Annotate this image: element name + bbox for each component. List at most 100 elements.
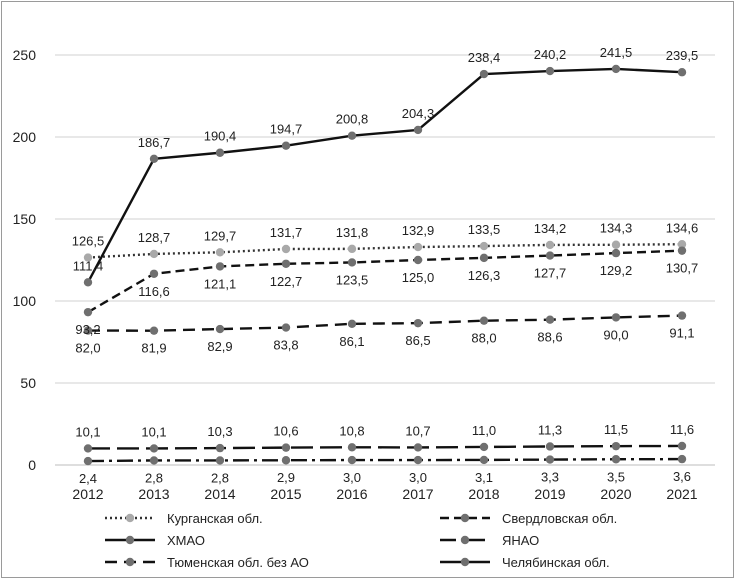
data-label: 82,0 <box>75 341 100 356</box>
data-label: 129,7 <box>204 228 237 243</box>
legend-marker <box>460 513 470 523</box>
gridlines <box>55 54 715 466</box>
data-label: 2,8 <box>145 470 163 485</box>
series-line-4 <box>87 314 683 332</box>
legend-marker <box>125 513 135 523</box>
data-point <box>545 455 555 464</box>
data-label: 134,6 <box>666 220 699 235</box>
data-point <box>347 244 357 254</box>
legend-label: Свердловская обл. <box>502 511 617 526</box>
data-point <box>83 326 93 335</box>
data-point <box>479 455 489 465</box>
data-point <box>479 69 489 79</box>
data-point <box>215 262 225 271</box>
axes: 0 50 100 150 200 250 2012 2013 2014 2015 2016 2017 2… <box>13 47 715 502</box>
data-label: 134,3 <box>600 221 633 236</box>
data-point <box>479 253 489 263</box>
data-label: 239,5 <box>666 48 699 63</box>
data-point <box>677 454 687 464</box>
data-point <box>149 249 159 259</box>
data-point <box>347 443 357 452</box>
series-line-2 <box>88 444 683 450</box>
data-point <box>83 444 93 453</box>
data-label: 241,5 <box>600 45 633 60</box>
data-point <box>215 324 225 334</box>
y-tick-label: 100 <box>13 293 37 309</box>
legend-marker <box>125 535 135 545</box>
data-point <box>545 442 555 451</box>
data-point <box>413 242 423 252</box>
data-label: 2,4 <box>79 471 97 486</box>
data-point <box>149 444 159 453</box>
data-point <box>83 253 93 262</box>
data-label: 127,7 <box>534 266 567 281</box>
series-line-3 <box>87 457 683 463</box>
data-label: 83,8 <box>273 338 298 353</box>
data-point <box>215 456 225 465</box>
data-label: 86,5 <box>405 333 430 348</box>
data-label: 3,0 <box>343 470 361 485</box>
data-point <box>677 246 687 255</box>
legend-label: ЯНАО <box>502 533 539 548</box>
data-point <box>545 66 555 76</box>
data-label: 86,1 <box>339 334 364 349</box>
legend-marker <box>460 535 470 545</box>
data-label: 126,3 <box>468 268 501 283</box>
data-label: 200,8 <box>336 112 369 127</box>
data-label: 130,7 <box>666 261 699 276</box>
data-label: 2,9 <box>277 470 295 485</box>
data-label: 240,2 <box>534 47 567 62</box>
data-point <box>413 255 423 265</box>
data-label: 123,5 <box>336 272 369 287</box>
data-label: 3,0 <box>409 470 427 485</box>
y-tick-label: 50 <box>20 375 36 391</box>
data-point <box>149 154 159 164</box>
data-point <box>611 240 621 249</box>
data-label: 116,6 <box>138 284 170 299</box>
x-tick-label: 2017 <box>402 486 433 502</box>
data-point <box>545 315 555 324</box>
series-line-1 <box>87 249 683 314</box>
data-point <box>281 244 291 254</box>
data-label: 2,8 <box>211 470 229 485</box>
x-tick-label: 2019 <box>534 486 565 502</box>
data-point <box>545 251 555 260</box>
data-point <box>677 68 687 77</box>
data-label: 126,5 <box>72 234 105 249</box>
data-point <box>545 240 555 250</box>
data-point <box>413 443 423 452</box>
data-labels: 126,5 128,7 129,7 131,7 131,8 132,9 133,5 134,2… <box>72 45 699 486</box>
data-point <box>281 259 291 268</box>
legend-marker <box>125 557 135 567</box>
data-label: 125,0 <box>402 270 435 285</box>
data-label: 238,4 <box>468 50 501 65</box>
data-label: 3,3 <box>541 470 559 485</box>
data-label: 10,7 <box>405 423 430 438</box>
data-label: 186,7 <box>138 135 171 150</box>
data-label: 11,0 <box>472 423 496 438</box>
x-tick-label: 2012 <box>72 486 103 502</box>
data-point <box>215 248 225 257</box>
data-label: 11,6 <box>670 422 694 437</box>
data-point <box>677 311 687 320</box>
data-point <box>149 326 159 335</box>
y-tick-label: 250 <box>13 47 37 63</box>
data-point <box>611 441 621 451</box>
legend: Курганская обл. Свердловская обл. ХМАО ЯНАО… <box>105 511 617 570</box>
data-label: 82,9 <box>207 339 232 354</box>
x-tick-label: 2016 <box>336 486 367 502</box>
y-tick-label: 200 <box>13 129 37 145</box>
data-label: 81,9 <box>141 341 166 356</box>
data-label: 131,8 <box>336 225 369 240</box>
data-point <box>215 148 225 157</box>
y-tick-label: 150 <box>13 211 37 227</box>
x-tick-label: 2014 <box>204 486 235 502</box>
data-label: 11,3 <box>538 422 562 437</box>
data-label: 133,5 <box>468 222 501 237</box>
x-tick-label: 2020 <box>600 486 631 502</box>
data-point <box>149 269 159 278</box>
data-point <box>347 131 357 140</box>
